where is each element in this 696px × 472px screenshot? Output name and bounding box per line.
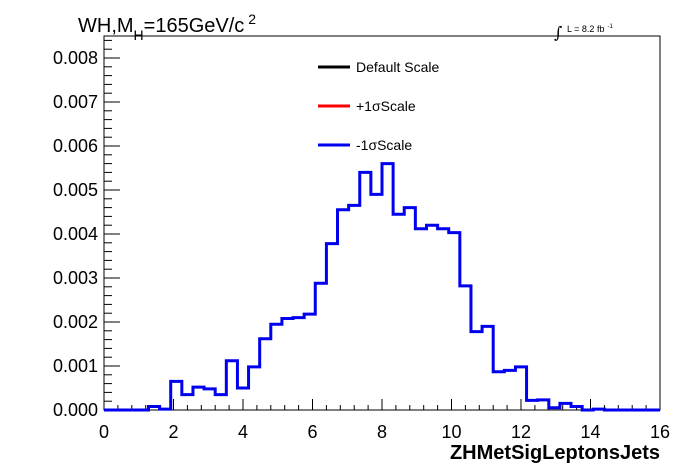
legend-entry-label: Default Scale	[356, 59, 439, 75]
title-prefix: WH,M	[78, 15, 134, 37]
axis-ticks: 0 2 4 6 8 10 12 14 16 0.000 0.001 0.002 0.003 0.004 0.…	[53, 39, 670, 442]
lumi-superscript: -1	[607, 24, 613, 30]
y-tick-label: 0.004	[53, 224, 98, 244]
plot-frame	[103, 35, 661, 411]
x-tick-label: 10	[441, 422, 461, 442]
chart-title: WH,MH=165GeV/c 2	[78, 11, 256, 43]
series-layer	[104, 162, 660, 412]
x-tick-label: 14	[580, 422, 600, 442]
lumi-text: L = 8.2 fb	[567, 24, 604, 34]
legend-entry-label: -1σScale	[356, 137, 412, 153]
y-tick-label: 0.007	[53, 92, 98, 112]
x-tick-label: 0	[99, 422, 109, 442]
x-tick-label: 12	[511, 422, 531, 442]
lumi-integral-icon: ∫	[554, 23, 562, 42]
y-tick-label: 0.005	[53, 180, 98, 200]
series-line	[104, 162, 660, 412]
x-tick-label: 6	[307, 422, 317, 442]
x-tick-label: 2	[168, 422, 178, 442]
x-tick-label: 8	[377, 422, 387, 442]
lumi-label: L = 8.2 fb -1	[567, 24, 613, 34]
title-main: =165GeV/c	[144, 15, 245, 37]
title-subscript: H	[134, 27, 144, 43]
y-tick-label: 0.008	[53, 48, 98, 68]
y-tick-label: 0.000	[53, 400, 98, 420]
y-tick-label: 0.003	[53, 268, 98, 288]
plot-area-border	[103, 35, 661, 411]
y-tick-label: 0.006	[53, 136, 98, 156]
x-tick-label: 16	[650, 422, 670, 442]
legend: Default Scale +1σScale -1σScale	[318, 59, 439, 153]
title-superscript: 2	[248, 11, 256, 27]
x-axis-label: ZHMetSigLeptonsJets	[450, 442, 660, 464]
x-tick-label: 4	[238, 422, 248, 442]
y-tick-label: 0.002	[53, 312, 98, 332]
legend-entry-label: +1σScale	[356, 98, 416, 114]
y-tick-label: 0.001	[53, 356, 98, 376]
